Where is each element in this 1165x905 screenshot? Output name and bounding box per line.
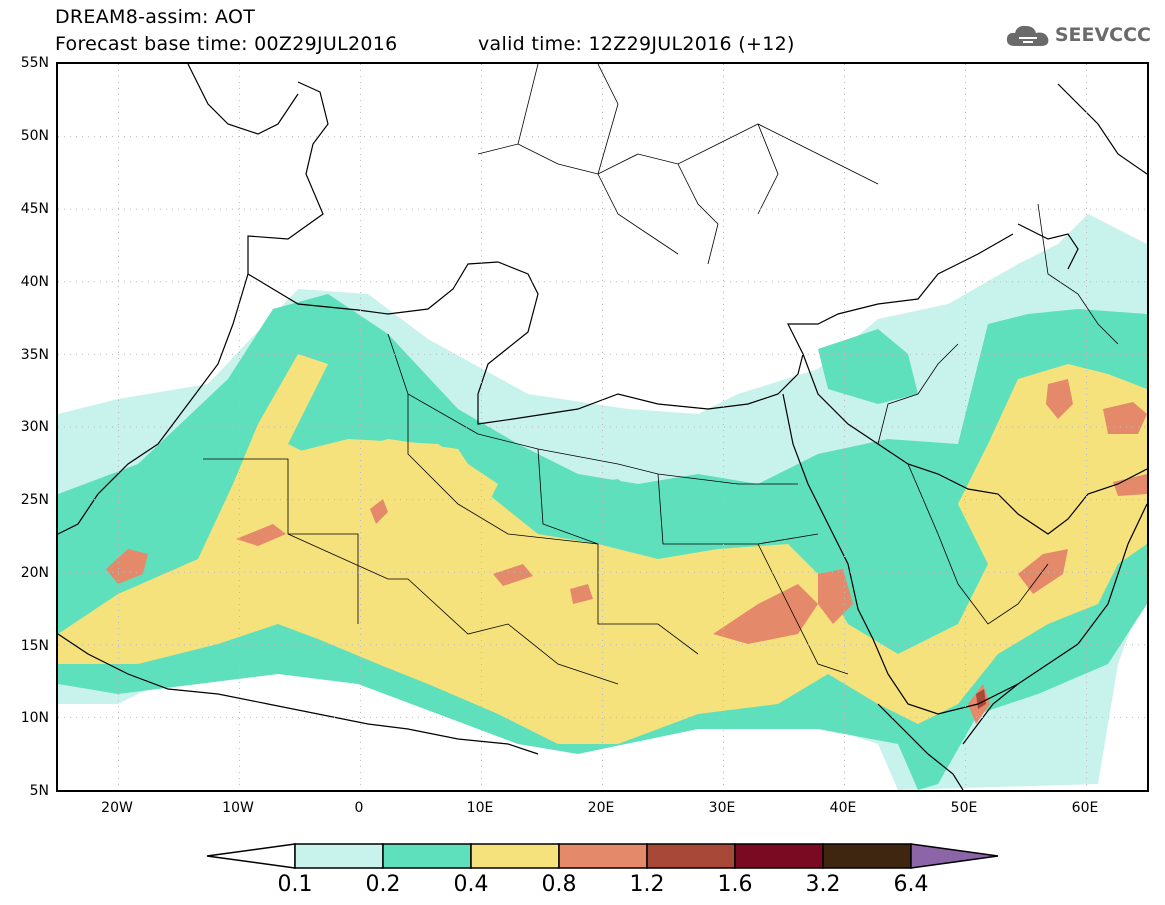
lon-label-20e: 20E bbox=[587, 800, 615, 816]
lon-label-0: 0 bbox=[354, 800, 364, 816]
colorbar-label-0.8: 0.8 bbox=[541, 872, 577, 897]
colorbar-label-0.2: 0.2 bbox=[365, 872, 401, 897]
map-frame bbox=[56, 62, 1149, 792]
aot-band-0.8 bbox=[106, 379, 1147, 724]
seevccc-logo: SEEVCCC bbox=[1005, 22, 1151, 48]
colorbar-bin-0.8 bbox=[558, 843, 648, 869]
colorbar-bin-0.1 bbox=[294, 843, 384, 869]
graticule bbox=[58, 64, 1147, 790]
lon-label-40e: 40E bbox=[829, 800, 857, 816]
colorbar bbox=[206, 843, 999, 869]
colorbar-label-1.2: 1.2 bbox=[629, 872, 665, 897]
lat-label-35n: 35N bbox=[20, 347, 49, 363]
colorbar-label-1.6: 1.6 bbox=[717, 872, 753, 897]
colorbar-bin-0.4 bbox=[470, 843, 560, 869]
valid-time: valid time: 12Z29JUL2016 (+12) bbox=[478, 33, 795, 55]
cloud-icon bbox=[1006, 25, 1049, 46]
lat-label-40n: 40N bbox=[20, 274, 49, 290]
lat-label-30n: 30N bbox=[20, 419, 49, 435]
logo-text: SEEVCCC bbox=[1054, 24, 1151, 46]
colorbar-label-3.2: 3.2 bbox=[805, 872, 841, 897]
map-title: DREAM8-assim: AOT bbox=[55, 6, 256, 28]
lon-label-60e: 60E bbox=[1071, 800, 1099, 816]
lat-label-10n: 10N bbox=[20, 710, 49, 726]
colorbar-under-arrow bbox=[206, 843, 296, 869]
colorbar-over-arrow bbox=[910, 843, 999, 869]
lat-label-55n: 55N bbox=[20, 55, 49, 71]
colorbar-bin-1.2 bbox=[646, 843, 736, 869]
colorbar-bin-0.2 bbox=[382, 843, 472, 869]
colorbar-bin-3.2 bbox=[822, 843, 912, 869]
lat-label-25n: 25N bbox=[20, 492, 49, 508]
lat-label-20n: 20N bbox=[20, 565, 49, 581]
lon-label-10w: 10W bbox=[222, 800, 254, 816]
lat-label-45n: 45N bbox=[20, 201, 49, 217]
lat-label-5n: 5N bbox=[29, 783, 49, 799]
aot-band-0.4 bbox=[58, 354, 1147, 744]
colorbar-bin-1.6 bbox=[734, 843, 824, 869]
colorbar-label-6.4: 6.4 bbox=[893, 872, 929, 897]
coastlines bbox=[58, 64, 1147, 790]
lon-label-20w: 20W bbox=[101, 800, 133, 816]
lat-label-50n: 50N bbox=[20, 128, 49, 144]
lon-label-50e: 50E bbox=[950, 800, 978, 816]
lon-label-10e: 10E bbox=[466, 800, 494, 816]
forecast-base-time: Forecast base time: 00Z29JUL2016 bbox=[55, 33, 398, 55]
colorbar-label-0.1: 0.1 bbox=[277, 872, 313, 897]
lat-label-15n: 15N bbox=[20, 638, 49, 654]
aot-map bbox=[58, 64, 1147, 790]
country-borders bbox=[203, 64, 1119, 685]
lon-label-30e: 30E bbox=[708, 800, 736, 816]
colorbar-label-0.4: 0.4 bbox=[453, 872, 489, 897]
